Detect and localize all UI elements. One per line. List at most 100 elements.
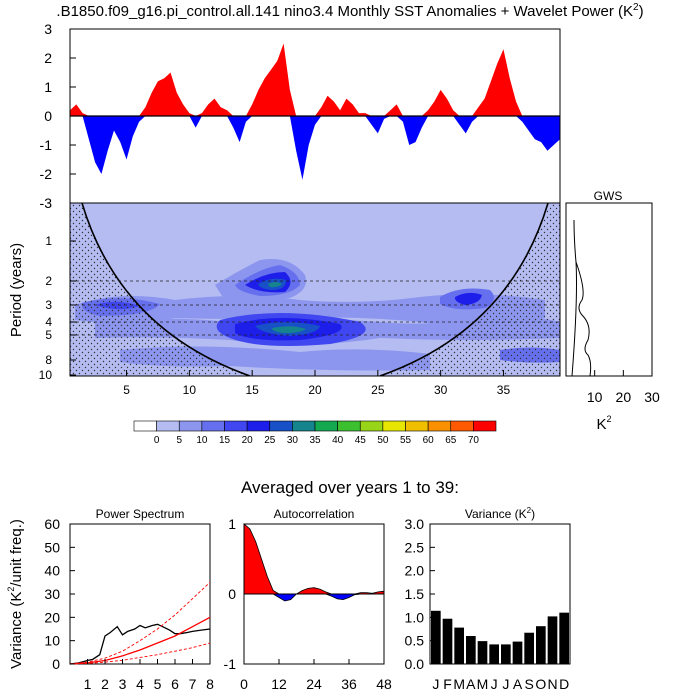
colorbar-swatch [382, 420, 406, 432]
variance-y-tick-label: 1.5 [405, 586, 425, 602]
power-spectrum-x-tick-label: 2 [101, 676, 109, 692]
coi-stipple-left [70, 203, 250, 376]
variance-bar [454, 627, 464, 664]
variance-x-tick-label: A [513, 676, 523, 692]
contour-band-4yr [75, 294, 545, 326]
wavelet-y-tick-label: 4 [45, 315, 52, 329]
coi-curve-left [81, 203, 251, 376]
power-spectrum-x-tick-label: 7 [189, 676, 197, 692]
colorbar-swatch [269, 420, 293, 432]
variance-y-tick-label: 2.5 [405, 539, 425, 555]
sst-y-tick-label: 3 [44, 21, 52, 37]
power-spectrum-series [69, 642, 211, 665]
wavelet-x-ticks: 5 10 15 20 25 30 35 [123, 370, 510, 397]
variance-x-tick-label: A [466, 676, 476, 692]
wavelet-x-tick-label: 15 [245, 383, 259, 397]
colorbar-tick-label: 10 [196, 435, 208, 446]
power-spectrum-y-tick-label: 20 [44, 609, 60, 625]
power-spectrum-series [69, 623, 211, 665]
sst-y-tick-label: -1 [40, 137, 53, 153]
variance-x-tick-label: D [559, 676, 569, 692]
autocorrelation-title: Autocorrelation [274, 507, 355, 521]
autocorrelation-x-tick-label: 24 [306, 676, 322, 692]
colorbar-swatch [133, 420, 157, 432]
variance-x-tick-label: F [443, 676, 452, 692]
variance-ticks: J F M A M J J A S O N D0.00.51.01.52.02.53.0 [405, 516, 570, 692]
wavelet-x-tick-label: 30 [434, 383, 448, 397]
colorbar-tick-label: 5 [176, 435, 182, 446]
gws-title: GWS [594, 189, 623, 203]
variance-bar [466, 636, 476, 664]
power-spectrum-x-tick-label: 6 [171, 676, 179, 692]
gws-x-tick-label: 10 [587, 389, 603, 405]
colorbar-tick-label: 70 [468, 435, 480, 446]
colorbar-tick-label: 50 [377, 435, 389, 446]
colorbar-swatch [246, 420, 271, 432]
sst-negative-area [70, 116, 560, 180]
variance-x-tick-label: J [432, 676, 439, 692]
colorbar-swatch [178, 420, 203, 432]
colorbar-tick-label: 35 [309, 435, 321, 446]
variance-x-tick-label: O [535, 676, 546, 692]
chart-title: .B1850.f09_g16.pi_control.all.141 nino3.… [56, 2, 644, 20]
coi-curve-right [379, 203, 549, 376]
power-spectrum-y-tick-label: 60 [44, 516, 60, 532]
power-spectrum-series [69, 582, 211, 665]
variance-bar [431, 610, 441, 664]
variance-x-tick-label: J [502, 676, 509, 692]
variance-bar [536, 626, 546, 664]
colorbar-tick-label: 60 [423, 435, 435, 446]
wavelet-y-ticks: 1 2 3 45 810 [39, 234, 76, 382]
coi-stipple-right [380, 203, 560, 376]
wavelet-y-tick-label: 5 [45, 328, 52, 342]
sst-anomaly-area [70, 43, 560, 180]
sst-y-ticks: 3 2 1 0 -1 -2 -3 [40, 21, 76, 211]
variance-bar [547, 616, 558, 664]
gws-x-ticks: 10 20 30 [587, 370, 660, 405]
variance-bar [477, 641, 488, 664]
wavelet-y-tick-label: 3 [45, 298, 52, 312]
power-spectrum-panel: Power Spectrum 1 2 3 4 5 6 7 8 0 10 20 30 40 50 60 Var… [6, 507, 214, 692]
colorbar-swatch [292, 420, 316, 432]
variance-y-tick-label: 1.0 [405, 609, 425, 625]
colorbar-tick-label: 45 [355, 435, 367, 446]
colorbar-tick-label: 30 [287, 435, 299, 446]
variance-bar [524, 632, 534, 664]
power-spectrum-lines [69, 582, 211, 665]
sst-y-tick-label: -2 [40, 166, 53, 182]
autocorrelation-negative [244, 593, 384, 602]
colorbar-swatch [314, 420, 338, 432]
variance-bar [512, 641, 523, 664]
colorbar-swatch [224, 420, 248, 432]
variance-x-tick-label: M [477, 676, 489, 692]
sst-y-tick-label: 2 [44, 50, 52, 66]
sst-y-tick-label: 0 [44, 108, 52, 124]
variance-title: Variance (K2) [465, 506, 535, 521]
colorbar-tick-label: 55 [400, 435, 412, 446]
autocorrelation-y-tick-label: 0 [228, 586, 236, 602]
colorbar-tick-label: 40 [332, 435, 344, 446]
variance-x-tick-label: J [491, 676, 498, 692]
sst-positive-area [70, 43, 560, 116]
wavelet-y-tick-label: 8 [45, 353, 52, 367]
autocorrelation-area [243, 523, 385, 602]
colorbar-swatch [405, 420, 429, 432]
wavelet-x-tick-label: 20 [308, 383, 322, 397]
sst-anomaly-panel: 3 2 1 0 -1 -2 -3 [40, 21, 561, 211]
power-spectrum-y-tick-label: 40 [44, 563, 60, 579]
colorbar-swatch [450, 420, 474, 432]
colorbar-swatch [359, 420, 384, 432]
contour-2yr-peak [268, 282, 282, 288]
colorbar-tick-label: 0 [154, 435, 160, 446]
autocorrelation-x-tick-label: 12 [271, 676, 287, 692]
power-spectrum-y-tick-label: 50 [44, 539, 60, 555]
variance-y-tick-label: 2.0 [405, 563, 425, 579]
variance-y-tick-label: 0.5 [405, 633, 425, 649]
gws-x-tick-label: 20 [616, 389, 632, 405]
autocorrelation-y-tick-label: 1 [228, 516, 236, 532]
variance-x-tick-label: S [524, 676, 533, 692]
variance-bar [501, 644, 511, 664]
gws-x-tick-label: 30 [644, 389, 660, 405]
